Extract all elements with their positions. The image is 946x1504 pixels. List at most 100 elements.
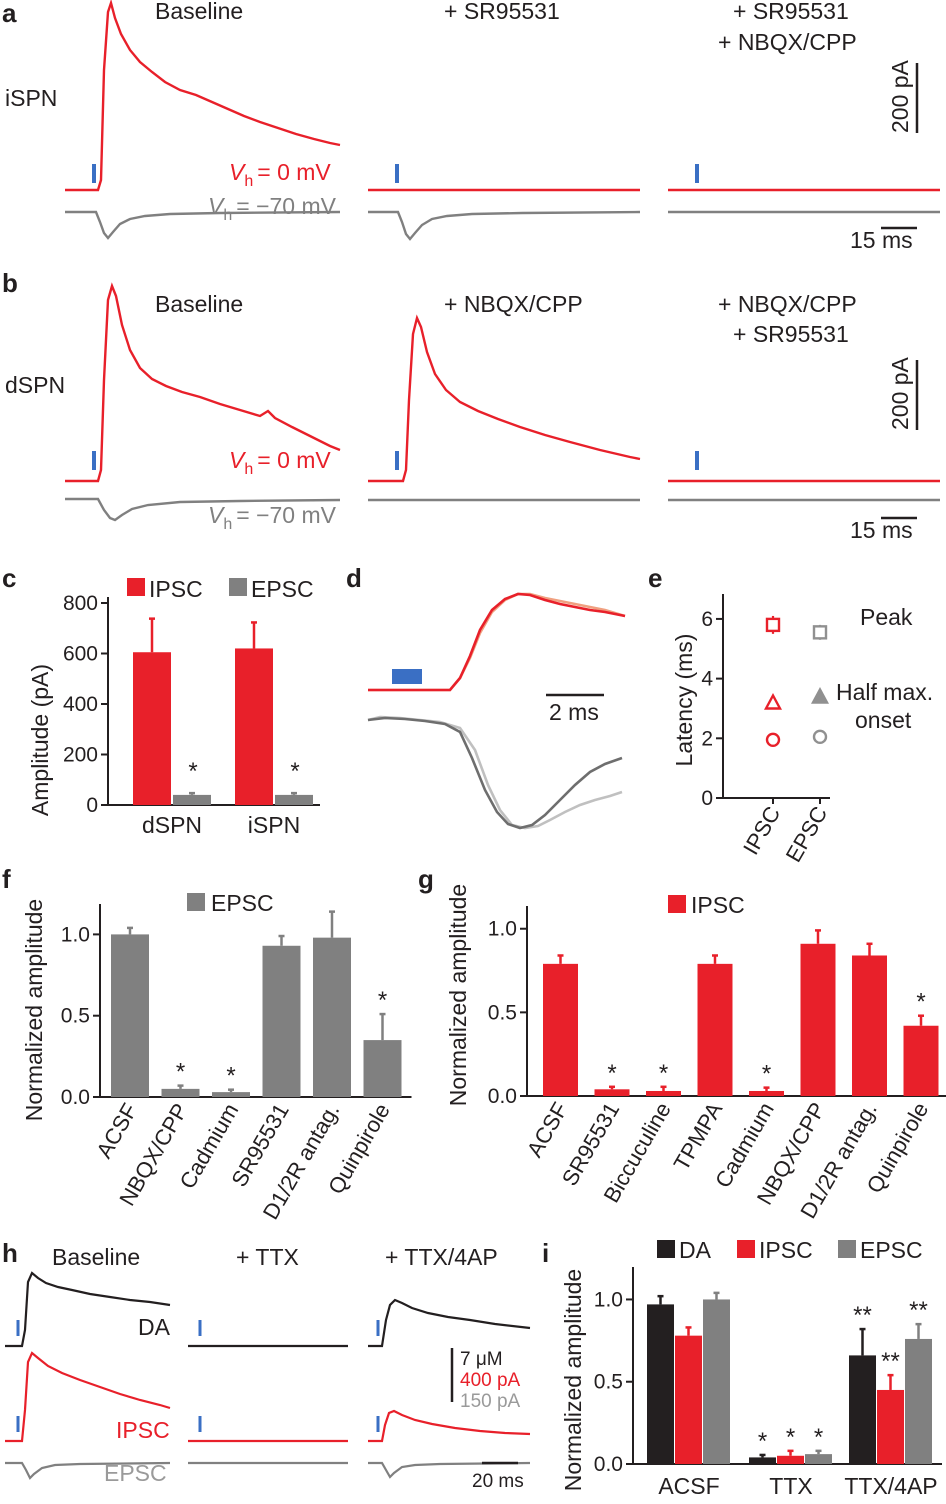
cell-label-ispn: iSPN	[5, 85, 57, 111]
plot-g: 0.00.51.0ACSF*SR95531*BiccuculineTPMPA*C…	[488, 906, 946, 1223]
y-tick-label: 200	[63, 744, 98, 767]
bar-ipsc-dspn	[133, 652, 171, 805]
scale-label-da: 7 μM	[460, 1349, 503, 1370]
scale-label-epsc: 150 pA	[460, 1391, 521, 1412]
x-tick-label: ACSF	[658, 1473, 719, 1499]
bar-d1-2r-antag-	[852, 955, 887, 1096]
condition-sr95531: + SR95531	[733, 321, 849, 347]
vh-label-red: Vh = 0 mV	[229, 159, 331, 190]
trace-ispn-sr-epsc	[368, 210, 641, 241]
panel-h: h Baseline + TTX + TTX/4AP DA IPSC EPSC …	[2, 1238, 531, 1492]
trace-epsc-ispn	[367, 716, 623, 830]
bar-nbqx-cpp	[161, 1088, 200, 1097]
bar-d1-2r-antag-	[313, 937, 351, 1097]
trace-ipsc-baseline	[5, 1351, 171, 1443]
x-tick-label: ACSF	[522, 1098, 573, 1161]
scale-label-x: 15 ms	[850, 227, 913, 253]
panel-label-h: h	[2, 1238, 18, 1268]
bar-sr95531	[594, 1089, 630, 1096]
trace-label-ipsc: IPSC	[116, 1417, 170, 1443]
panel-e: e Latency (ms) Peak Half max. onset 0 2 4 6…	[648, 563, 933, 866]
significance-marker: *	[916, 989, 925, 1016]
significance-marker: *	[814, 1424, 823, 1451]
significance-marker: *	[762, 1061, 771, 1088]
x-tick-label: TTX	[769, 1473, 812, 1499]
trace-ispn-baseline-ipsc	[65, 0, 341, 192]
scale-label-x: 15 ms	[850, 517, 913, 543]
scale-label-y: 200 pA	[887, 59, 913, 133]
significance-marker: *	[176, 1059, 185, 1086]
panel-g: g Normalized amplitude IPSC 0.0 0.5 1.0 ACS…	[418, 864, 946, 1223]
legend-label-ipsc: IPSC	[759, 1237, 813, 1263]
y-tick-label: 0	[701, 787, 713, 810]
panel-label-a: a	[2, 0, 17, 28]
condition-baseline: Baseline	[52, 1244, 140, 1270]
bar-epsc-acsf	[703, 1299, 730, 1464]
x-tick-label: IPSC	[738, 802, 785, 859]
trace-epsc-baseline	[5, 1461, 171, 1480]
y-tick-label: 2	[701, 727, 713, 750]
legend-label-ipsc: IPSC	[691, 892, 745, 918]
significance-marker: *	[226, 1063, 235, 1090]
trace-da-baseline	[5, 1271, 171, 1348]
bar-da-ttx-4ap	[849, 1355, 876, 1464]
y-tick-label: 1.0	[61, 923, 90, 946]
panel-f: f Normalized amplitude EPSC 0.0 0.5 1.0 ACS…	[2, 864, 412, 1224]
significance-marker: *	[786, 1424, 795, 1451]
legend-swatch-ipsc	[127, 578, 145, 596]
legend-swatch-epsc	[187, 893, 205, 911]
scale-label-ipsc: 400 pA	[460, 1370, 521, 1391]
panel-label-b: b	[2, 268, 18, 298]
panel-label-i: i	[542, 1238, 549, 1268]
vh-label-gray: Vh = −70 mV	[208, 502, 337, 533]
trace-dspn-nbqx-ipsc	[368, 314, 641, 483]
panel-label-d: d	[346, 563, 362, 593]
trace-epsc-ttx4ap	[368, 1461, 531, 1479]
marker-peak	[812, 625, 828, 640]
bar-ipsc-ispn	[235, 648, 273, 805]
scale-label-x: 20 ms	[472, 1471, 524, 1492]
vh-label-red: Vh = 0 mV	[229, 447, 331, 478]
cell-label-dspn: dSPN	[5, 372, 65, 398]
plot-c: 0 200 400 600 800 * dSPN * iSPN	[63, 592, 320, 838]
y-axis-label: Normalized amplitude	[445, 884, 471, 1106]
x-tick-label: iSPN	[248, 812, 300, 838]
bar-cadmium	[212, 1092, 250, 1097]
y-axis-label: Amplitude (pA)	[27, 664, 53, 816]
bar-ipsc-ttx	[777, 1455, 804, 1464]
bar-acsf	[111, 934, 149, 1097]
bar-biccuculine	[646, 1090, 681, 1096]
vh-label-gray: Vh = −70 mV	[208, 193, 337, 224]
y-axis-label: Normalized amplitude	[21, 899, 47, 1121]
condition-nbqx-cpp-2: + NBQX/CPP	[718, 291, 857, 317]
significance-marker: **	[853, 1302, 872, 1329]
y-tick-label: 800	[63, 592, 98, 615]
bar-da-acsf	[647, 1304, 674, 1464]
bar-ipsc-acsf	[675, 1335, 702, 1464]
panel-label-e: e	[648, 563, 662, 593]
x-tick-label: EPSC	[781, 802, 833, 866]
condition-baseline: Baseline	[155, 291, 243, 317]
significance-marker: *	[607, 1060, 616, 1087]
y-tick-label: 0.5	[488, 1001, 517, 1024]
bar-epsc-ttx-4ap	[905, 1338, 932, 1464]
y-tick-label: 4	[701, 668, 713, 691]
legend-label-epsc: EPSC	[211, 890, 274, 916]
bar-ipsc-ttx-4ap	[877, 1389, 904, 1464]
legend-label-epsc: EPSC	[860, 1237, 923, 1263]
condition-ttx: + TTX	[236, 1244, 299, 1270]
condition-nbqx-cpp: + NBQX/CPP	[718, 29, 857, 55]
condition-baseline: Baseline	[155, 0, 243, 24]
scale-label-x: 2 ms	[549, 699, 599, 725]
marker-onset	[765, 732, 781, 747]
stim-bar	[392, 669, 422, 684]
bar-epsc-dspn	[173, 794, 211, 805]
legend-swatch-ipsc	[668, 895, 686, 913]
legend-label-peak: Peak	[860, 604, 913, 630]
x-tick-label: dSPN	[142, 812, 202, 838]
panel-d: d 2 ms	[346, 563, 626, 830]
plot-f: 0.00.51.0ACSF*NBQX/CPP*CadmiumSR95531D1/…	[61, 904, 412, 1224]
legend-label-onset: onset	[855, 707, 912, 733]
